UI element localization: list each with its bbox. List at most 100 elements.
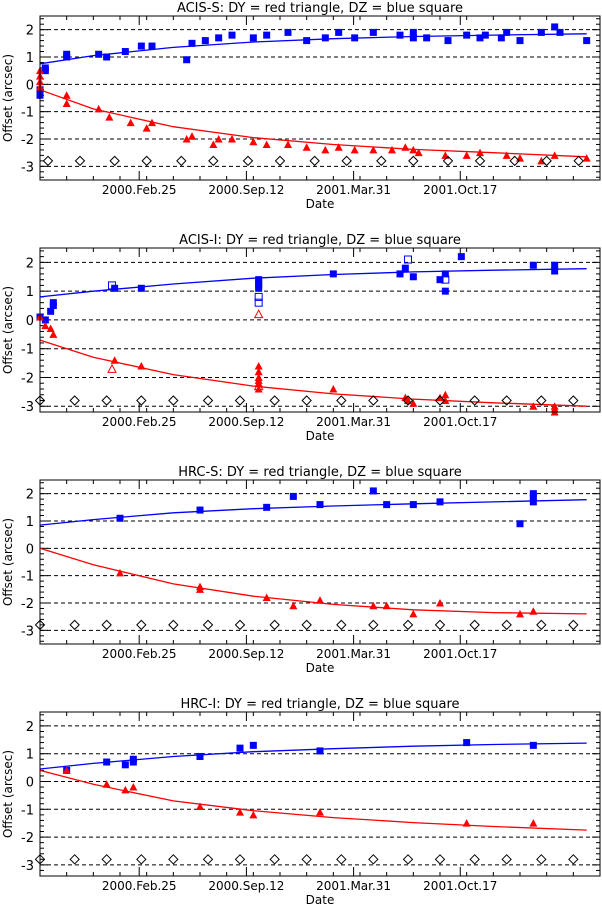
data-point-filled-square [249,741,257,749]
data-point-open-diamond [469,395,480,406]
data-point-filled-square [409,501,417,509]
data-point-open-diamond [509,155,520,167]
y-tick-label: 0 [26,78,34,93]
x-tick-label: 2000.Feb.25 [102,183,177,197]
x-tick-label: 2000.Feb.25 [102,415,177,429]
data-point-open-diamond [368,854,379,865]
data-point-filled-square [95,50,103,58]
data-point-open-diamond [141,155,152,167]
data-point-filled-triangle [369,601,378,610]
data-point-filled-triangle [409,609,418,618]
data-point-open-diamond [101,619,112,631]
data-point-filled-square [556,28,564,36]
data-point-filled-square [423,34,431,42]
x-tick-label: 2000.Sep.12 [208,647,284,661]
data-point-filled-triangle [105,113,114,121]
data-point-filled-square [41,64,49,72]
fit-curve-dy [39,339,587,407]
data-point-open-diamond [408,155,419,167]
data-point-open-triangle [107,363,117,373]
data-point-filled-triangle [289,601,298,610]
x-axis-label: Date [306,661,335,675]
data-point-open-diamond [501,854,512,865]
data-point-filled-square [289,492,297,500]
data-point-filled-square [583,37,591,45]
data-point-open-diamond [568,854,579,865]
data-point-filled-square [316,501,324,509]
data-point-filled-triangle [110,356,119,364]
data-point-open-diamond [234,619,246,631]
data-point-open-diamond [136,854,147,865]
data-point-open-diamond [573,155,584,167]
data-point-filled-square [111,284,119,292]
chart-panel-3: HRC-S: DY = red triangle, DZ = blue squa… [1,465,601,675]
data-point-filled-square [529,490,537,498]
x-tick-label: 2001.Oct.17 [423,647,497,661]
y-tick-label: -3 [21,859,34,874]
data-point-filled-triangle [284,140,292,148]
chart-title: HRC-I: DY = red triangle, DZ = blue squa… [180,697,459,712]
fit-curve-dy [39,547,587,615]
data-point-filled-triangle [529,607,538,615]
data-point-filled-square [396,31,404,39]
data-point-filled-triangle [102,780,111,788]
data-point-filled-triangle [582,154,591,162]
data-point-open-diamond [301,854,312,865]
y-axis-label: Offset (arcsec) [1,54,15,142]
data-point-filled-square [409,34,417,42]
data-point-filled-square [551,261,559,269]
data-point-filled-square [463,31,471,39]
data-point-filled-triangle [404,396,412,404]
data-point-open-diamond [69,854,80,865]
data-point-filled-square [103,758,111,766]
data-point-open-diamond [269,395,280,406]
data-point-filled-triangle [62,91,71,99]
data-point-open-diamond [469,619,480,631]
data-point-open-diamond [234,854,246,865]
data-point-filled-triangle [316,808,324,816]
data-point-filled-square [396,270,404,278]
fit-curve-dy [39,769,587,831]
data-point-open-diamond [434,619,446,631]
data-point-filled-square [137,284,145,292]
y-tick-label: 1 [26,51,34,66]
y-tick-label: -3 [21,400,34,415]
data-point-filled-triangle [334,143,343,151]
data-point-filled-triangle [401,143,410,151]
data-point-filled-square [196,752,204,760]
data-point-filled-square [329,270,337,278]
data-point-filled-square [188,39,196,47]
data-point-filled-triangle [254,361,263,370]
data-point-filled-square [457,253,465,261]
data-point-filled-triangle [321,145,330,154]
data-point-filled-triangle [516,154,524,162]
y-tick-label: -2 [21,597,34,612]
data-point-open-diamond [202,619,214,631]
data-point-filled-triangle [188,132,196,140]
data-point-open-diamond [168,619,179,631]
data-point-open-diamond [202,854,214,865]
y-tick-label: -1 [21,570,34,585]
y-tick-label: -2 [21,133,34,148]
data-point-filled-square [148,42,156,50]
data-point-filled-square [369,28,377,36]
data-point-open-diamond [242,155,254,167]
y-tick-label: 0 [26,775,34,790]
data-point-open-diamond [402,619,414,631]
data-point-open-diamond [368,619,379,631]
data-point-filled-square [444,37,452,45]
data-point-filled-triangle [137,361,146,370]
data-point-open-diamond [541,155,552,167]
data-point-open-diamond [568,395,579,406]
data-point-filled-square [529,498,537,506]
data-point-filled-triangle [236,808,244,816]
data-point-filled-triangle [369,145,378,154]
y-tick-label: -1 [21,106,34,121]
data-point-filled-triangle [409,145,418,154]
chart-panel-4: HRC-I: DY = red triangle, DZ = blue squa… [1,697,601,907]
data-point-open-diamond [309,155,320,167]
data-point-filled-triangle [462,151,471,159]
data-point-open-diamond [234,395,246,406]
y-tick-label: 2 [26,720,34,735]
data-point-filled-square [103,53,111,61]
